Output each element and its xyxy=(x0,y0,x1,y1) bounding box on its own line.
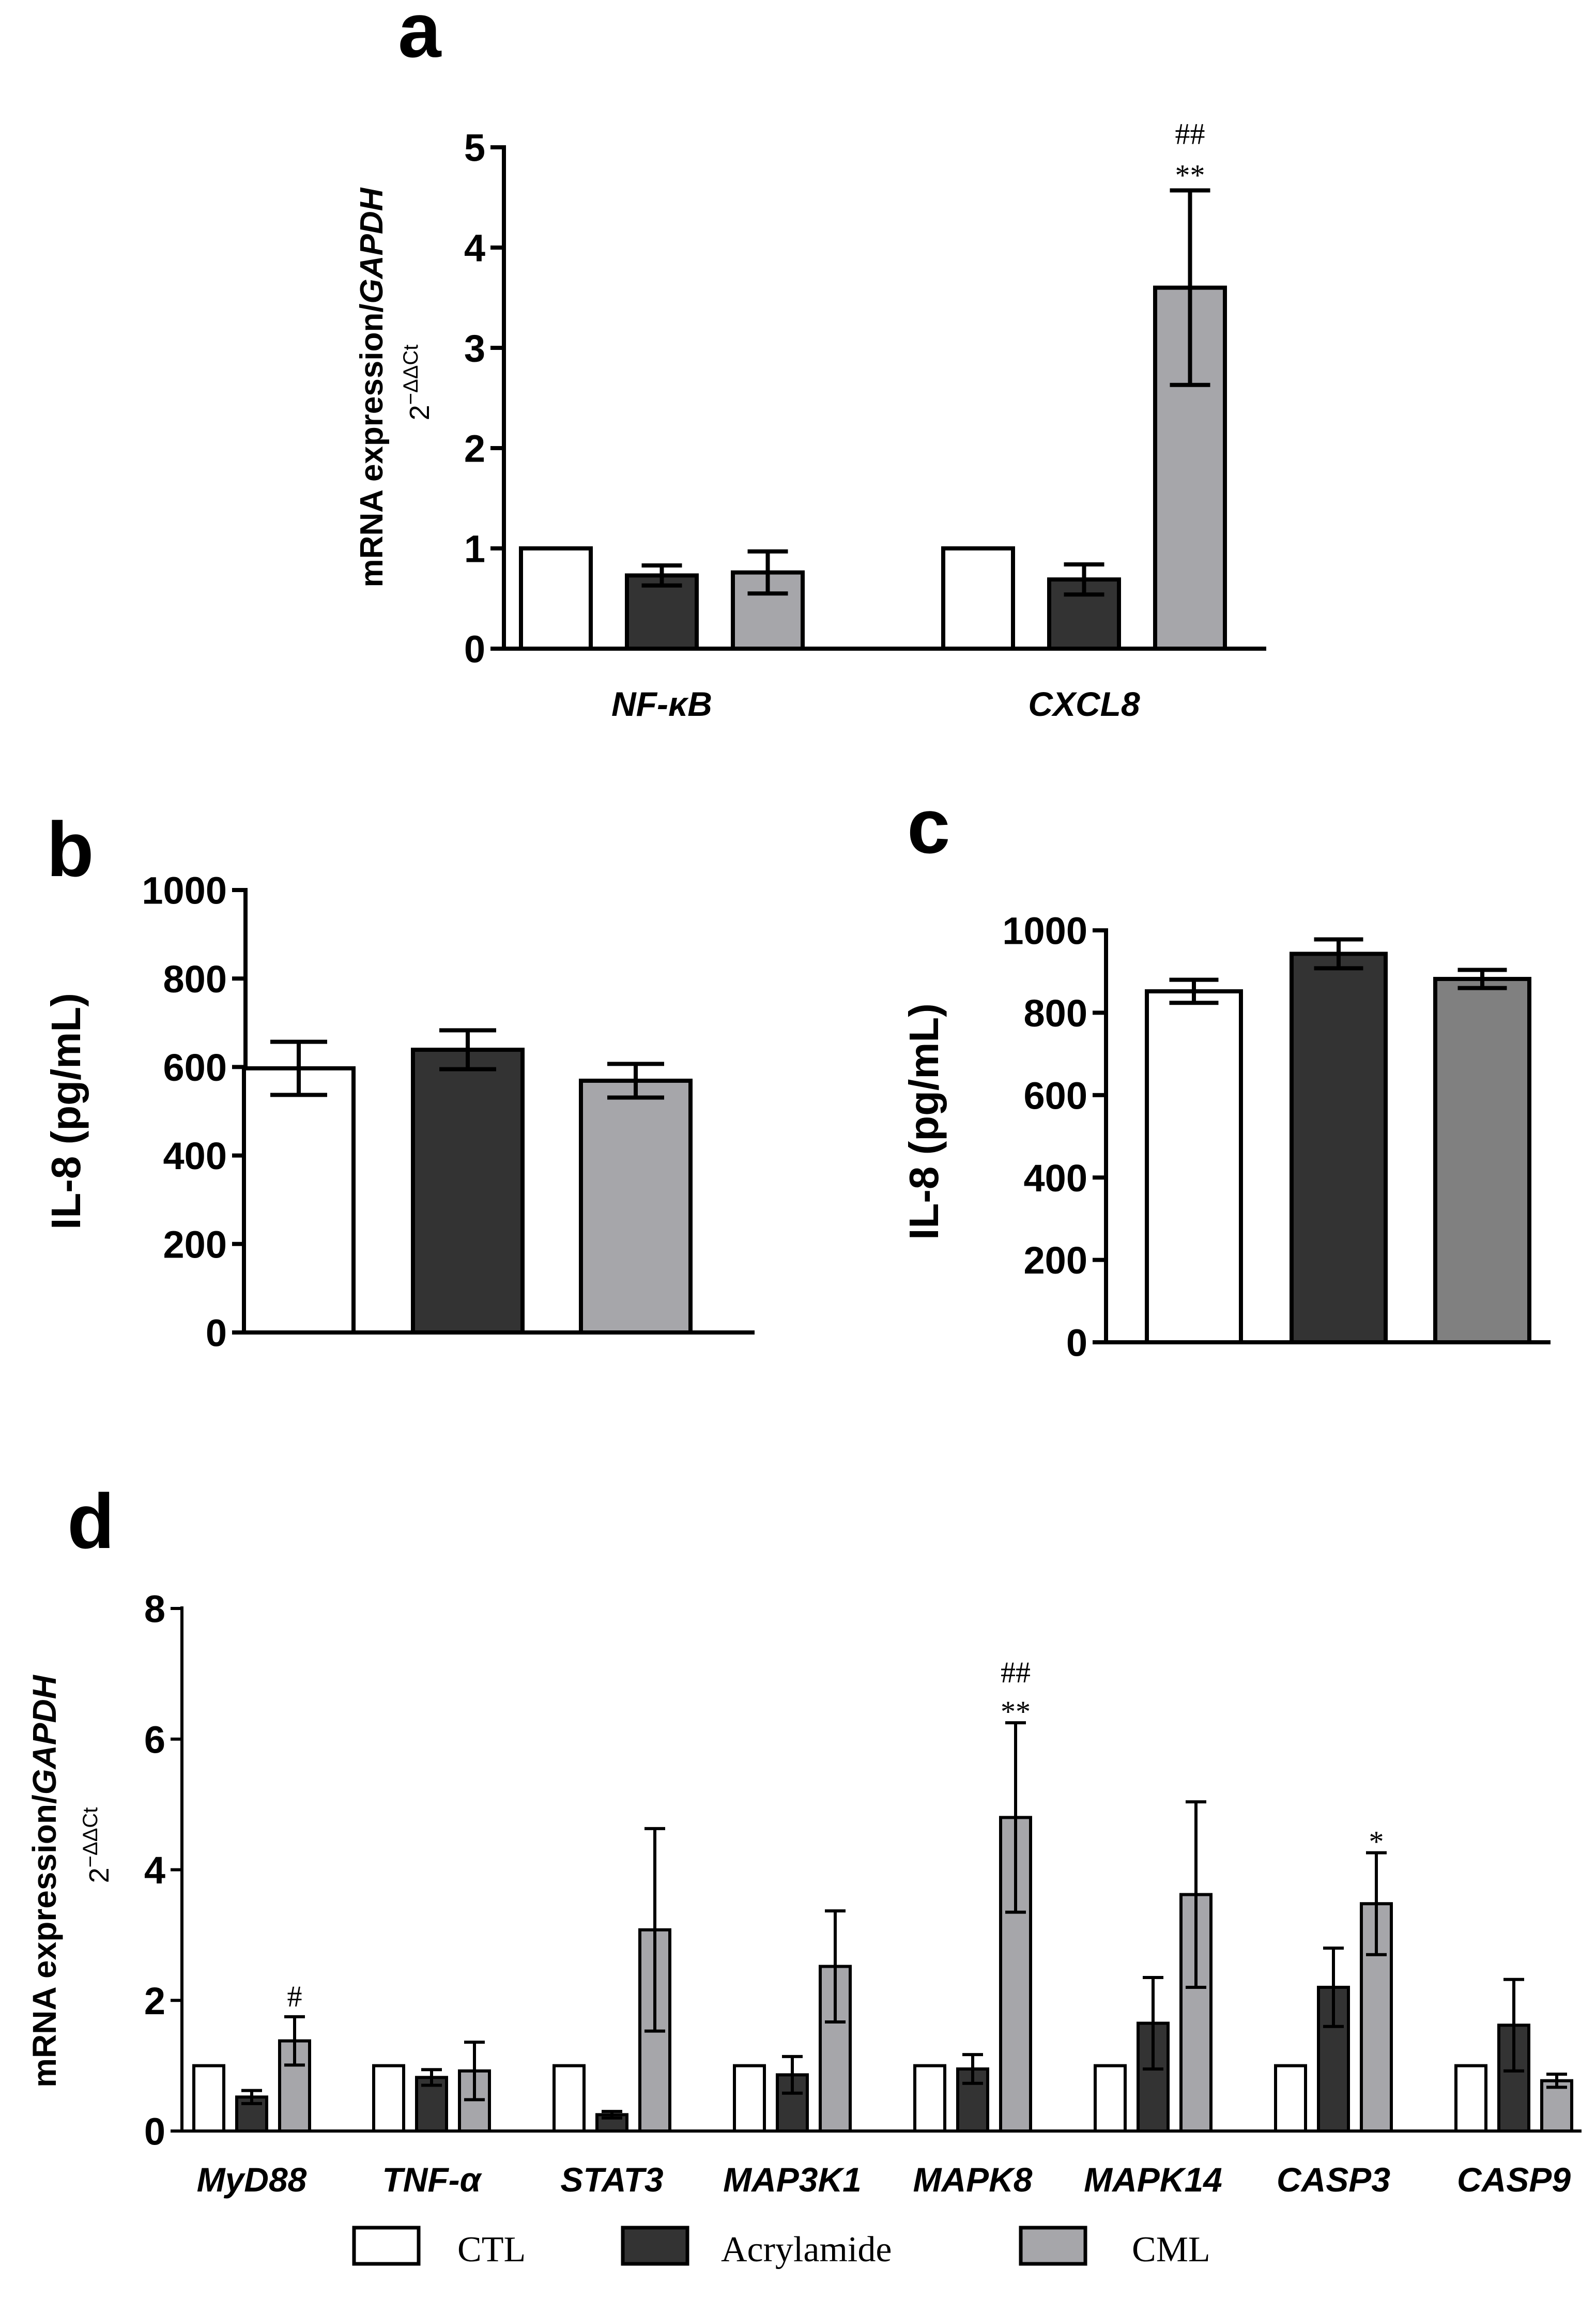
panel-d-ytick-label-6: 6 xyxy=(144,1718,165,1761)
legend-label-acrylamide: Acrylamide xyxy=(721,2230,892,2270)
panel-c-ytick-label-400: 400 xyxy=(1024,1157,1087,1200)
panel-c-ytick-label-1000: 1000 xyxy=(1002,910,1087,953)
panel-a-bar-cxcl8-ctl xyxy=(941,546,1015,651)
panel-c: c IL-8 (pg/mL) 0 200 400 600 800 1000 xyxy=(901,783,1551,1365)
panel-b-ylabel: IL-8 (pg/mL) xyxy=(43,993,89,1230)
panel-b-ytick-label-400: 400 xyxy=(163,1135,227,1177)
panel-a-bar-nf-b-ctl xyxy=(519,546,593,651)
panel-a-ytick-label-0: 0 xyxy=(464,628,485,671)
legend-label-ctl: CTL xyxy=(457,2230,526,2270)
panel-d-significance-casp3-0: * xyxy=(1369,1825,1384,1859)
panel-a-plot: 0 1 2 3 4 5 NF-κB CXCL8 ## ** xyxy=(464,117,1266,723)
panel-c-bar-cml xyxy=(1433,977,1531,1344)
panel-a-significance-cxcl8-1: ** xyxy=(1175,158,1205,192)
legend-swatch-ctl xyxy=(352,2226,421,2266)
legend-swatch-acrylamide xyxy=(621,2226,689,2266)
panel-a-ylabel-base: 2 xyxy=(404,405,435,420)
panel-a-category-cxcl8: CXCL8 xyxy=(1028,685,1140,723)
panel-d-category-myd88: MyD88 xyxy=(197,2160,307,2199)
panel-d-ytick-label-8: 8 xyxy=(144,1588,165,1631)
panel-c-letter: c xyxy=(907,783,950,869)
panel-d-bar-map3k1-ctl xyxy=(733,2064,766,2133)
panel-b-bar-ctl xyxy=(242,1066,356,1335)
panel-c-plot: 0 200 400 600 800 1000 xyxy=(1002,910,1551,1365)
panel-b-bar-cml xyxy=(579,1078,693,1335)
panel-a-ytick-label-2: 2 xyxy=(464,427,485,470)
panel-d-bar-casp3-ctl xyxy=(1274,2064,1307,2133)
legend: CTL Acrylamide CML xyxy=(352,2226,1210,2270)
panel-a-ytick-label-3: 3 xyxy=(464,327,485,370)
panel-b-bar-acrylamide xyxy=(411,1048,525,1335)
panel-c-bar-ctl xyxy=(1145,989,1243,1345)
panel-d-bar-tnf-ctl xyxy=(372,2064,405,2133)
panel-d-bar-mapk8-cml xyxy=(999,1816,1032,2133)
legend-label-cml: CML xyxy=(1132,2230,1210,2270)
panel-d: d mRNA expression/GAPDH 2−ΔΔCt 02468MyD8… xyxy=(26,1478,1582,2199)
panel-d-significance-mapk8-1: ** xyxy=(1001,1695,1031,1728)
panel-b-ytick-label-600: 600 xyxy=(163,1046,227,1089)
panel-b-ytick-label-200: 200 xyxy=(163,1223,227,1266)
panel-a-letter: a xyxy=(398,0,442,73)
panel-c-ytick-label-800: 800 xyxy=(1024,992,1087,1035)
panel-a-significance-cxcl8-0: ## xyxy=(1175,117,1205,150)
panel-d-bar-mapk8-ctl xyxy=(913,2064,946,2133)
panel-c-bar-acrylamide xyxy=(1290,952,1388,1344)
panel-a-category-nf-b: NF-κB xyxy=(611,685,712,723)
panel-d-category-map3k1: MAP3K1 xyxy=(723,2160,862,2199)
panel-b-letter: b xyxy=(47,806,94,893)
panel-a-ylabel-gene: GAPDH xyxy=(354,187,390,303)
panel-d-category-mapk14: MAPK14 xyxy=(1084,2160,1222,2199)
panel-b-plot: 0 200 400 600 800 1000 xyxy=(142,869,755,1355)
panel-d-bar-mapk14-ctl xyxy=(1094,2064,1127,2133)
panel-d-category-casp3: CASP3 xyxy=(1277,2160,1390,2199)
panel-d-ylabel: mRNA expression/GAPDH xyxy=(26,1674,63,2088)
panel-d-ylabel-main: mRNA expression/ xyxy=(26,1795,63,2088)
panel-c-ytick-label-600: 600 xyxy=(1024,1074,1087,1117)
panel-b-ytick-label-0: 0 xyxy=(206,1312,227,1355)
panel-d-significance-mapk8-0: ## xyxy=(1001,1656,1031,1689)
panel-a-bar-nf-b-acrylamide xyxy=(625,573,699,651)
panel-d-bar-myd88-ctl xyxy=(192,2064,225,2133)
panel-a-ytick-label-1: 1 xyxy=(464,528,485,571)
panel-d-ylabel-gene: GAPDH xyxy=(26,1674,63,1795)
panel-d-category-stat3: STAT3 xyxy=(560,2160,663,2199)
panel-d-plot: 0 2 4 6 8 MyD88 TNF-α STAT3 MAP3K1 MAPK8 MAPK14 CAS… xyxy=(144,1588,1582,2199)
panel-a-ylabel-exponent: −ΔΔCt xyxy=(400,345,422,405)
panel-c-ylabel: IL-8 (pg/mL) xyxy=(901,1003,947,1240)
panel-d-ylabel-exponent: −ΔΔCt xyxy=(79,1807,102,1868)
panel-d-category-tnf: TNF-α xyxy=(382,2160,482,2199)
panel-d-bar-stat3-ctl xyxy=(553,2064,586,2133)
panel-c-ytick-label-200: 200 xyxy=(1024,1239,1087,1282)
panel-d-category-casp9: CASP9 xyxy=(1457,2160,1571,2199)
panel-d-ytick-label-0: 0 xyxy=(144,2110,165,2153)
legend-swatch-cml xyxy=(1019,2226,1087,2266)
panel-a-ylabel: mRNA expression/GAPDH xyxy=(354,187,390,587)
panel-a-bar-cxcl8-acrylamide xyxy=(1047,577,1121,651)
panel-d-ylabel-base: 2 xyxy=(84,1867,115,1883)
panel-b: b IL-8 (pg/mL) 0 200 400 600 800 1000 xyxy=(43,806,755,1355)
panel-d-ytick-label-2: 2 xyxy=(144,1980,165,2022)
panel-a: a mRNA expression/GAPDH 2−ΔΔCt 012345NF-… xyxy=(354,0,1266,723)
panel-d-significance-myd88-0: # xyxy=(287,1980,302,2013)
panel-d-bar-casp9-ctl xyxy=(1454,2064,1487,2133)
panel-d-letter: d xyxy=(67,1478,115,1565)
panel-d-category-mapk8: MAPK8 xyxy=(913,2160,1032,2199)
panel-a-ytick-label-5: 5 xyxy=(464,127,485,170)
panel-a-ylabel-main: mRNA expression/ xyxy=(354,303,390,587)
panel-d-ylabel-power: 2−ΔΔCt xyxy=(79,1807,115,1883)
panel-d-ytick-label-4: 4 xyxy=(144,1849,165,1892)
panel-a-ylabel-power: 2−ΔΔCt xyxy=(400,345,435,421)
panel-c-ytick-label-0: 0 xyxy=(1066,1322,1087,1365)
panel-a-ytick-label-4: 4 xyxy=(464,227,485,270)
panel-b-ytick-label-800: 800 xyxy=(163,958,227,1001)
panel-b-ytick-label-1000: 1000 xyxy=(142,869,227,912)
